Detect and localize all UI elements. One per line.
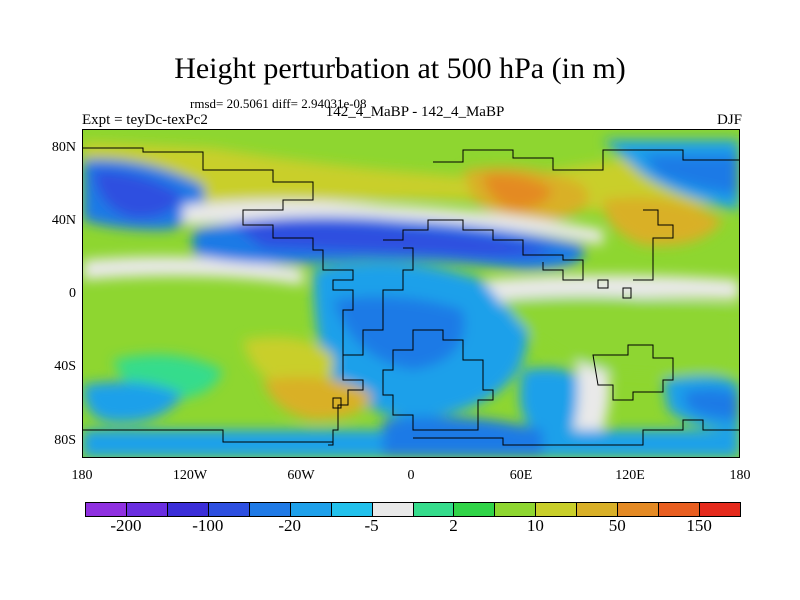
colorbar-swatch — [85, 502, 127, 517]
colorbar-swatch — [658, 502, 701, 517]
x-tick-label: 180 — [71, 468, 93, 483]
y-tick-label: 40N — [51, 213, 76, 228]
colorbar-swatch — [289, 502, 332, 517]
contour-fill — [83, 140, 739, 457]
colorbar-swatch — [699, 502, 741, 517]
colorbar-swatch — [617, 502, 660, 517]
x-tick-label: 60E — [509, 468, 533, 483]
colorbar-label: 10 — [526, 516, 544, 535]
center-label: 142_4_MaBP - 142_4_MaBP — [325, 104, 505, 120]
x-tick-label: 60W — [287, 468, 315, 483]
x-tick-label: 180 — [729, 468, 751, 483]
colorbar-label: 2 — [449, 516, 458, 535]
contour-map — [83, 130, 739, 457]
colorbar-swatch — [494, 502, 537, 517]
y-tick-label: 0 — [69, 286, 76, 301]
plot-title: Height perturbation at 500 hPa (in m) — [174, 52, 626, 85]
colorbar-swatch — [248, 502, 291, 517]
x-tick-label: 120E — [615, 468, 645, 483]
y-tick-label: 80N — [51, 140, 76, 155]
colorbar-swatch — [207, 502, 250, 517]
y-tick-label: 40S — [54, 359, 76, 374]
y-tick-label: 80S — [54, 433, 76, 448]
colorbar-label: -100 — [192, 516, 224, 535]
colorbar-swatch — [166, 502, 209, 517]
colorbar-label: -20 — [278, 516, 302, 535]
colorbar-swatch — [412, 502, 455, 517]
colorbar-label: -200 — [110, 516, 142, 535]
colorbar-swatch — [535, 502, 578, 517]
continent-outlines — [83, 147, 739, 446]
colorbar-label: -5 — [364, 516, 379, 535]
x-tick-label: 0 — [407, 468, 415, 483]
expt-label: Expt = teyDc-texPc2 — [82, 112, 208, 128]
colorbar-swatch — [576, 502, 619, 517]
colorbar-swatch — [330, 502, 373, 517]
colorbar-label: 150 — [686, 516, 712, 535]
colorbar-label: 50 — [608, 516, 626, 535]
colorbar — [85, 502, 741, 517]
x-tick-label: 120W — [172, 468, 208, 483]
colorbar-swatch — [371, 502, 414, 517]
map-plot-area — [82, 129, 740, 458]
season-label: DJF — [716, 112, 742, 128]
colorbar-swatch — [453, 502, 496, 517]
stats-line: rmsd= 20.5061 diff= 2.94031e-08 — [190, 96, 367, 111]
colorbar-swatch — [125, 502, 168, 517]
